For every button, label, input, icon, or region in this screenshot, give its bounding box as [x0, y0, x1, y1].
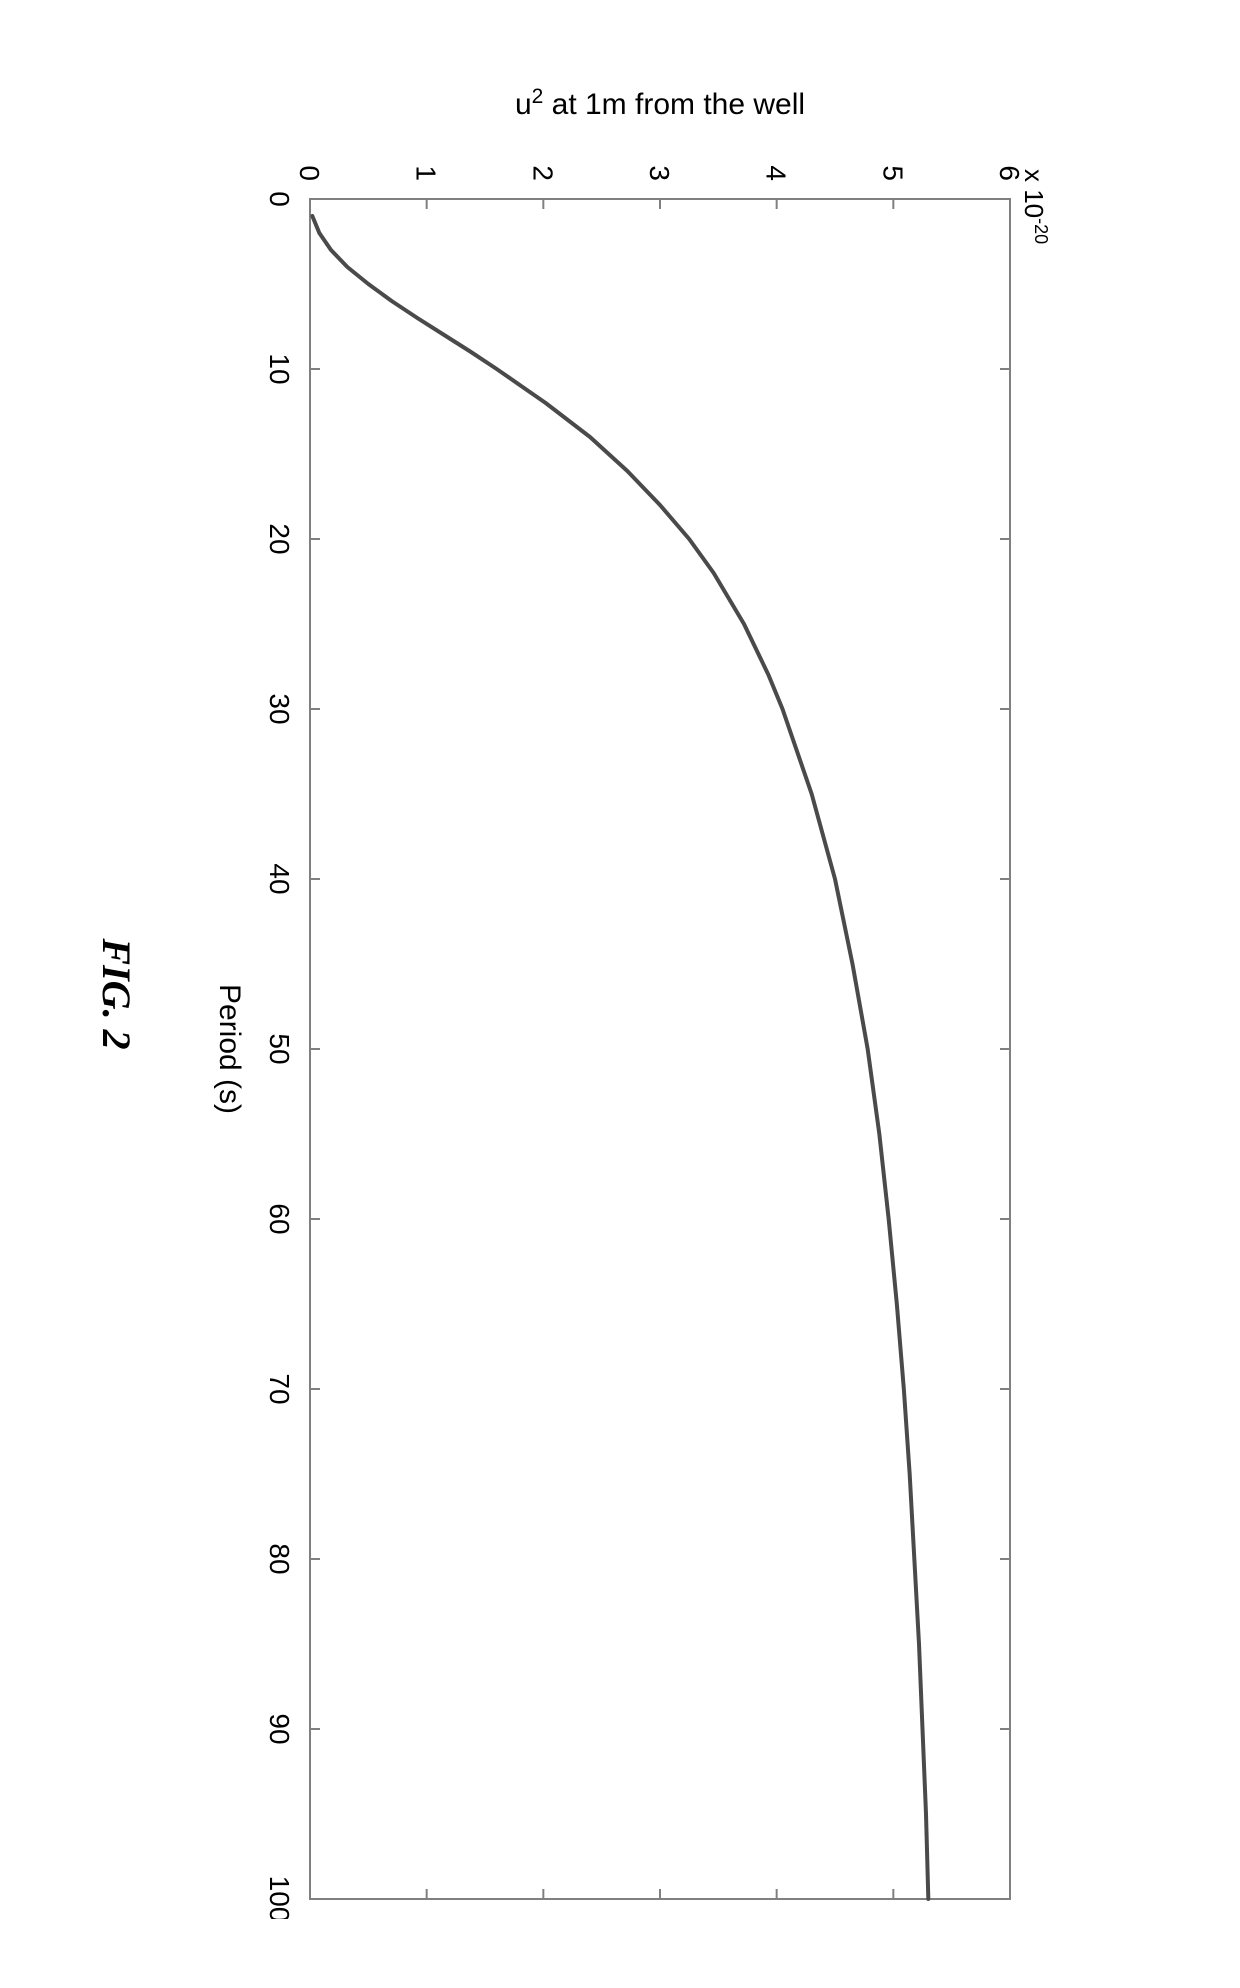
figure-label: FIG. 2: [93, 938, 140, 1049]
svg-text:4: 4: [761, 165, 792, 181]
svg-text:90: 90: [264, 1713, 295, 1744]
svg-text:10: 10: [264, 353, 295, 384]
svg-text:80: 80: [264, 1543, 295, 1574]
svg-text:1: 1: [411, 165, 442, 181]
svg-text:5: 5: [877, 165, 908, 181]
svg-text:0: 0: [294, 165, 325, 181]
svg-text:20: 20: [264, 523, 295, 554]
svg-text:x 10-20: x 10-20: [1019, 169, 1051, 244]
svg-text:3: 3: [644, 165, 675, 181]
svg-text:50: 50: [264, 1033, 295, 1064]
chart-container: 01020304050607080901000123456x 10-20Peri…: [180, 69, 1060, 1919]
svg-text:u2 at 1m from the well: u2 at 1m from the well: [515, 85, 805, 122]
svg-text:30: 30: [264, 693, 295, 724]
line-chart: 01020304050607080901000123456x 10-20Peri…: [180, 69, 1060, 1919]
svg-text:0: 0: [264, 191, 295, 207]
svg-text:70: 70: [264, 1373, 295, 1404]
svg-text:2: 2: [527, 165, 558, 181]
svg-text:100: 100: [264, 1876, 295, 1919]
svg-text:Period (s): Period (s): [213, 984, 246, 1114]
svg-text:40: 40: [264, 863, 295, 894]
svg-text:60: 60: [264, 1203, 295, 1234]
